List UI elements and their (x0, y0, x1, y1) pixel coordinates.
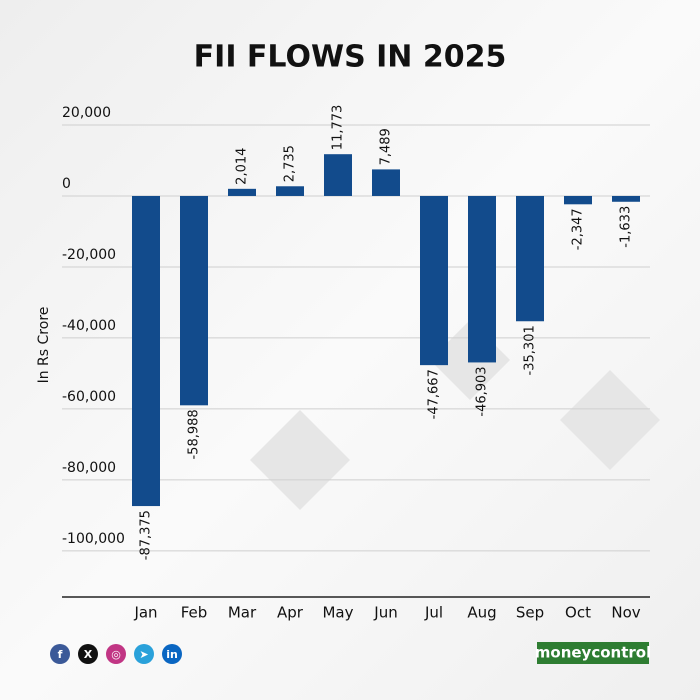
value-label: -2,347 (571, 208, 586, 250)
value-label: -1,633 (619, 206, 634, 248)
bar (228, 188, 256, 196)
bar (276, 186, 304, 196)
x-tick-label: Mar (228, 604, 257, 622)
y-tick-label: -100,000 (62, 531, 125, 547)
x-tick-label: Aug (467, 604, 496, 622)
value-label: 2,735 (283, 145, 298, 182)
chart-title: FII FLOWS IN 2025 (194, 40, 507, 75)
social-icon-label: ◎ (111, 648, 121, 661)
bar (468, 195, 496, 363)
x-tick-label: Nov (611, 604, 640, 622)
social-icon (78, 644, 98, 664)
x-tick-label: Jun (373, 604, 397, 622)
decor (250, 320, 660, 510)
brand-box (537, 642, 649, 664)
bar (372, 169, 400, 196)
bar (612, 195, 640, 202)
y-tick-label: 0 (62, 176, 71, 192)
social-icon-label: ➤ (139, 648, 148, 661)
footer: moneycontrol (535, 642, 651, 664)
bar (132, 195, 160, 507)
social-icon (50, 644, 70, 664)
bar (324, 154, 352, 196)
social-icon-label: f (58, 648, 63, 661)
x-tick-label: Jan (133, 604, 157, 622)
bar (516, 195, 544, 322)
social-icon (134, 644, 154, 664)
value-label: -46,903 (475, 366, 490, 416)
y-tick-label: 20,000 (62, 105, 111, 121)
x-tick-label: Sep (516, 604, 544, 622)
bar (180, 195, 208, 406)
x-tick-label: May (322, 604, 353, 622)
value-label: 11,773 (331, 105, 346, 151)
y-tick-label: -40,000 (62, 318, 116, 334)
y-tick-label: -20,000 (62, 247, 116, 263)
brand: moneycontrol (535, 644, 651, 662)
value-label: -47,667 (427, 369, 442, 419)
y-tick-label: -80,000 (62, 460, 116, 476)
x-tick-label: Jul (424, 604, 443, 622)
bar (564, 195, 592, 205)
y-axis-label: In Rs Crore (36, 307, 52, 384)
value-label: -87,375 (139, 510, 154, 560)
value-label: -35,301 (523, 325, 538, 375)
value-label: 7,489 (379, 128, 394, 165)
value-label: -58,988 (187, 409, 202, 459)
y-tick-label: -60,000 (62, 389, 116, 405)
social-icon-label: X (84, 648, 93, 661)
social-icon (162, 644, 182, 664)
x-tick-label: Apr (277, 604, 304, 622)
x-tick-label: Oct (565, 604, 591, 622)
social-icon (106, 644, 126, 664)
bar (420, 195, 448, 366)
value-label: 2,014 (235, 148, 250, 185)
social-icon-label: in (166, 648, 178, 661)
x-tick-label: Feb (181, 604, 208, 622)
